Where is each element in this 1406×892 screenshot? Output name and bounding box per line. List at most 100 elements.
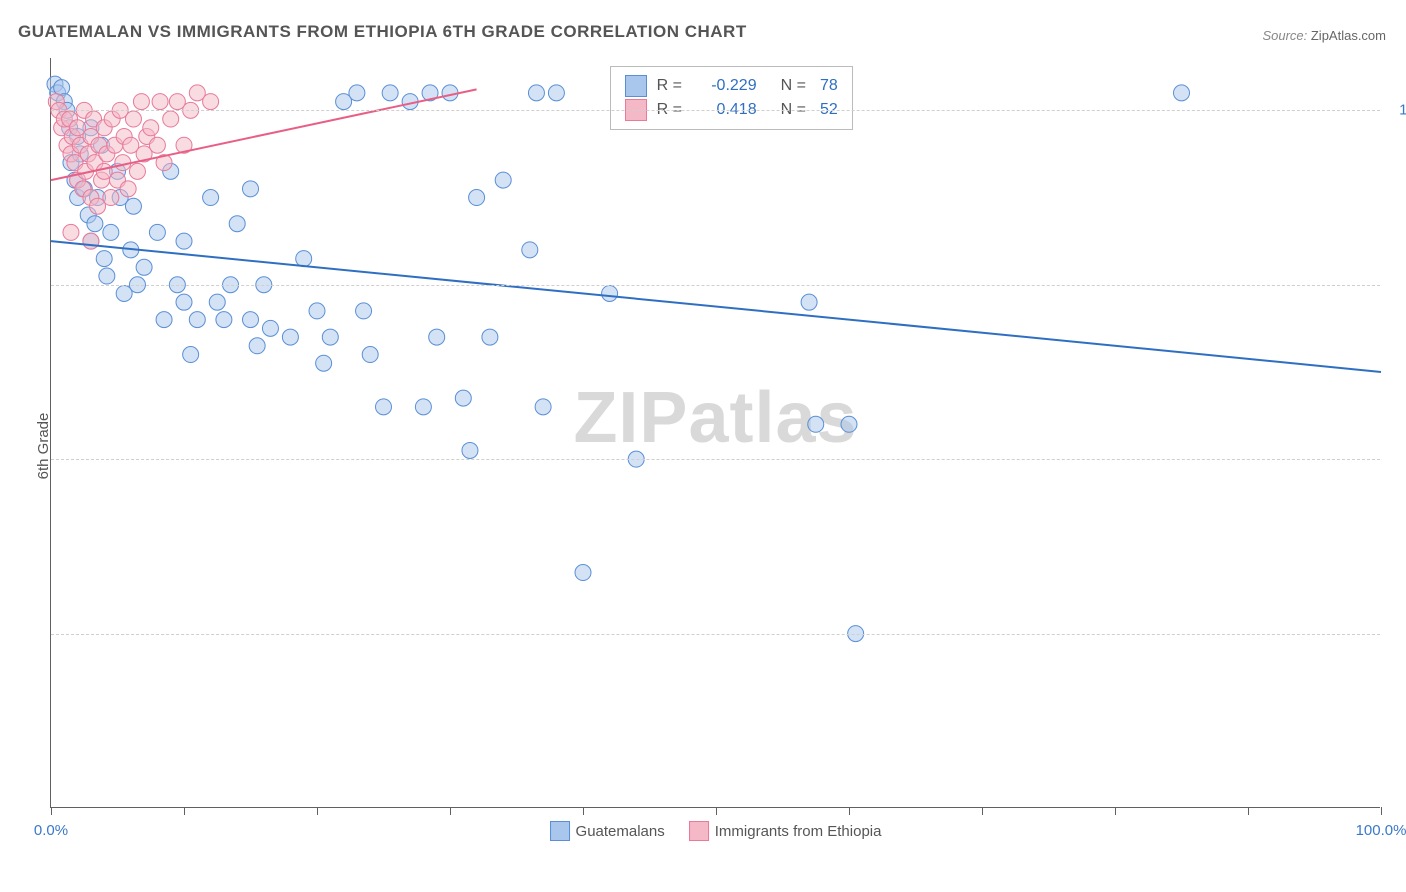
chart-title: GUATEMALAN VS IMMIGRANTS FROM ETHIOPIA 6…: [18, 22, 747, 42]
scatter-point: [136, 259, 152, 275]
scatter-point: [216, 312, 232, 328]
x-tick: [317, 807, 318, 815]
scatter-point: [103, 224, 119, 240]
x-tick: [1381, 807, 1382, 815]
plot-area: ZIPatlas R =-0.229N =78R =0.418N =52 Gua…: [50, 58, 1380, 808]
scatter-point: [63, 224, 79, 240]
x-tick: [982, 807, 983, 815]
scatter-point: [262, 320, 278, 336]
legend-swatch: [689, 821, 709, 841]
legend-r-value: -0.229: [697, 77, 757, 95]
scatter-point: [249, 338, 265, 354]
source-attribution: Source: ZipAtlas.com: [1262, 28, 1386, 43]
grid-line: [51, 110, 1380, 111]
scatter-point: [469, 190, 485, 206]
legend-swatch: [550, 821, 570, 841]
scatter-point: [282, 329, 298, 345]
legend-n-label: N =: [781, 77, 806, 95]
scatter-point: [189, 312, 205, 328]
scatter-point: [103, 190, 119, 206]
series-legend: Guatemalans Immigrants from Ethiopia: [550, 821, 882, 841]
x-tick: [1248, 807, 1249, 815]
scatter-point: [1174, 85, 1190, 101]
scatter-point: [152, 94, 168, 110]
correlation-legend: R =-0.229N =78R =0.418N =52: [610, 66, 853, 130]
scatter-point: [356, 303, 372, 319]
scatter-point: [163, 111, 179, 127]
x-tick: [716, 807, 717, 815]
scatter-point: [415, 399, 431, 415]
scatter-point: [801, 294, 817, 310]
legend-series-label: Guatemalans: [576, 823, 665, 840]
scatter-point: [203, 94, 219, 110]
scatter-point: [129, 163, 145, 179]
legend-row: R = -0.229 N = 78: [625, 75, 838, 97]
scatter-svg: [51, 58, 1380, 807]
scatter-point: [176, 233, 192, 249]
scatter-point: [96, 251, 112, 267]
grid-line: [51, 285, 1380, 286]
grid-line: [51, 634, 1380, 635]
source-label: Source:: [1262, 28, 1310, 43]
x-tick: [51, 807, 52, 815]
scatter-point: [376, 399, 392, 415]
scatter-point: [120, 181, 136, 197]
scatter-point: [429, 329, 445, 345]
x-tick: [583, 807, 584, 815]
scatter-point: [156, 312, 172, 328]
x-tick: [184, 807, 185, 815]
scatter-point: [548, 85, 564, 101]
legend-bottom-item: Guatemalans: [550, 821, 665, 841]
scatter-point: [602, 285, 618, 301]
legend-series-label: Immigrants from Ethiopia: [715, 823, 882, 840]
scatter-point: [528, 85, 544, 101]
scatter-point: [149, 137, 165, 153]
x-tick: [1115, 807, 1116, 815]
scatter-point: [87, 216, 103, 232]
scatter-point: [522, 242, 538, 258]
scatter-point: [495, 172, 511, 188]
scatter-point: [535, 399, 551, 415]
y-tick-label: 100.0%: [1390, 102, 1406, 119]
scatter-point: [203, 190, 219, 206]
scatter-point: [143, 120, 159, 136]
scatter-point: [125, 198, 141, 214]
trend-line: [51, 89, 477, 180]
scatter-point: [229, 216, 245, 232]
scatter-point: [455, 390, 471, 406]
scatter-point: [99, 268, 115, 284]
y-tick-label: 80.0%: [1390, 451, 1406, 468]
scatter-point: [362, 347, 378, 363]
chart-container: GUATEMALAN VS IMMIGRANTS FROM ETHIOPIA 6…: [0, 0, 1406, 892]
grid-line: [51, 459, 1380, 460]
trend-line: [51, 241, 1381, 372]
scatter-point: [209, 294, 225, 310]
scatter-point: [309, 303, 325, 319]
x-tick-label: 100.0%: [1356, 822, 1406, 839]
scatter-point: [133, 94, 149, 110]
legend-r-label: R =: [657, 77, 687, 95]
source-value: ZipAtlas.com: [1311, 28, 1386, 43]
y-tick-label: 70.0%: [1390, 625, 1406, 642]
x-tick: [849, 807, 850, 815]
legend-swatch: [625, 75, 647, 97]
scatter-point: [575, 565, 591, 581]
scatter-point: [382, 85, 398, 101]
scatter-point: [316, 355, 332, 371]
scatter-point: [176, 294, 192, 310]
scatter-point: [243, 312, 259, 328]
scatter-point: [841, 416, 857, 432]
scatter-point: [322, 329, 338, 345]
scatter-point: [482, 329, 498, 345]
scatter-point: [149, 224, 165, 240]
scatter-point: [462, 442, 478, 458]
scatter-point: [296, 251, 312, 267]
x-tick: [450, 807, 451, 815]
x-tick-label: 0.0%: [34, 822, 68, 839]
scatter-point: [125, 111, 141, 127]
scatter-point: [349, 85, 365, 101]
legend-n-value: 78: [820, 77, 838, 95]
scatter-point: [243, 181, 259, 197]
legend-bottom-item: Immigrants from Ethiopia: [689, 821, 882, 841]
y-tick-label: 90.0%: [1390, 276, 1406, 293]
